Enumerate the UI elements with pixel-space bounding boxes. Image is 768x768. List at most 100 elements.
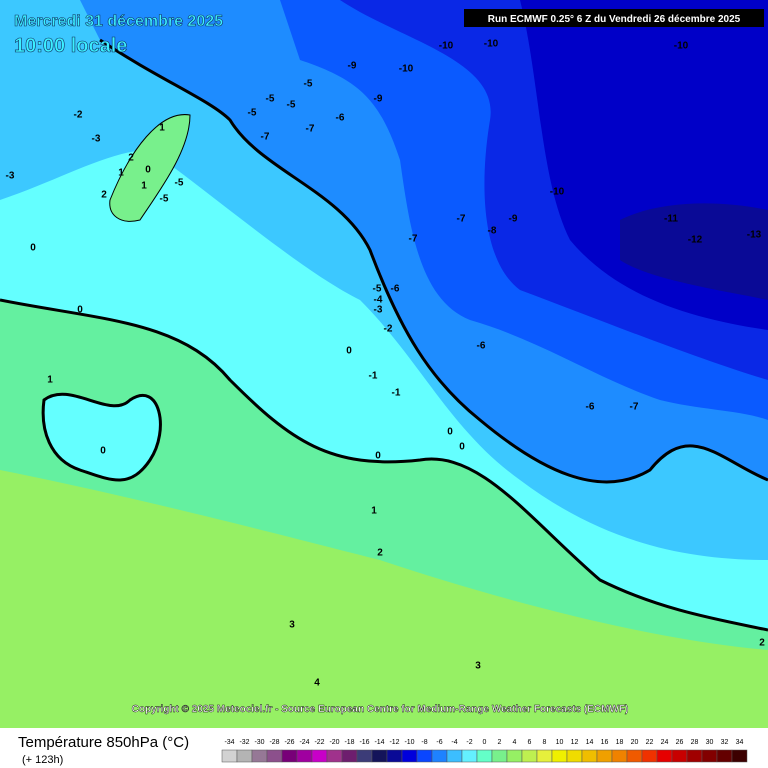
contour-label: 0 — [30, 243, 36, 254]
scale-label: 18 — [616, 739, 624, 746]
date: Mercredi 31 décembre 2025 — [14, 13, 223, 30]
contour-label: -1 — [369, 371, 378, 382]
contour-label: -7 — [261, 132, 270, 143]
contour-label: 0 — [375, 451, 381, 462]
alps-warm-spot — [109, 114, 191, 222]
scale-label: -4 — [451, 739, 457, 746]
scale-swatch — [641, 749, 658, 763]
contour-label: -10 — [550, 187, 565, 198]
scale-label: 6 — [528, 739, 532, 746]
scale-label: -34 — [224, 739, 234, 746]
footer-lead: (+ 123h) — [22, 754, 63, 766]
scale-label: 34 — [736, 739, 744, 746]
contour-label: -5 — [160, 194, 169, 205]
contour-label: 4 — [314, 678, 320, 689]
contour-label: -7 — [630, 402, 639, 413]
contour-label: -6 — [586, 402, 595, 413]
scale-label: -12 — [389, 739, 399, 746]
contour-label: -2 — [74, 110, 83, 121]
scale-label: 2 — [498, 739, 502, 746]
scale-label: -24 — [299, 739, 309, 746]
time: 10:00 locale — [14, 35, 127, 57]
contour-label: 2 — [759, 638, 765, 649]
scale-label: -26 — [284, 739, 294, 746]
contour-label: 3 — [475, 661, 481, 672]
contour-label: -3 — [92, 134, 101, 145]
scale-swatch — [401, 749, 418, 763]
contour-label: -10 — [439, 41, 454, 52]
zero-contour — [0, 298, 768, 632]
scale-swatch — [356, 749, 373, 763]
scale-label: 16 — [601, 739, 609, 746]
contour-label: -5 — [287, 100, 296, 111]
scale-swatch — [326, 749, 343, 763]
scale-swatch — [341, 749, 358, 763]
contour-label: 0 — [346, 346, 352, 357]
minus5-contour — [99, 38, 768, 484]
contour-label: 2 — [377, 548, 383, 559]
contour-label: 2 — [128, 153, 134, 164]
scale-swatch — [371, 749, 388, 763]
scale-label: 14 — [586, 739, 594, 746]
contour-label: -10 — [399, 64, 414, 75]
scale-label: -20 — [329, 739, 339, 746]
contour-label: -6 — [477, 341, 486, 352]
contour-label: -9 — [348, 61, 357, 72]
scale-swatch — [611, 749, 628, 763]
scale-swatch — [626, 749, 643, 763]
contour-label: -13 — [747, 230, 762, 241]
scale-label: 24 — [661, 739, 669, 746]
contour-label: 0 — [100, 446, 106, 457]
scale-label: 26 — [676, 739, 684, 746]
scale-swatch — [551, 749, 568, 763]
scale-swatch — [686, 749, 703, 763]
contour-label: 1 — [159, 123, 165, 134]
scale-swatch — [656, 749, 673, 763]
scale-swatch — [446, 749, 463, 763]
scale-label: 10 — [556, 739, 564, 746]
contour-label: 1 — [118, 168, 124, 179]
scale-label: -22 — [314, 739, 324, 746]
scale-label: -6 — [436, 739, 442, 746]
contour-label: 2 — [101, 190, 107, 201]
contour-label: -5 — [266, 94, 275, 105]
contour-label: 0 — [459, 442, 465, 453]
contour-label: -9 — [374, 94, 383, 105]
contour-label: 0 — [447, 427, 453, 438]
cold-pool — [41, 392, 162, 482]
scale-label: -10 — [404, 739, 414, 746]
scale-label: 28 — [691, 739, 699, 746]
scale-swatch — [296, 749, 313, 763]
contour-label: -5 — [175, 178, 184, 189]
run-box — [464, 9, 764, 27]
contour-label: -6 — [391, 284, 400, 295]
contour-label: 1 — [47, 375, 53, 386]
color-scale: -34 -32 -30 -28 -26 -24 -22 -20 -18 -16 -14 -12 -10-… — [221, 739, 748, 763]
contour-label: -3 — [374, 305, 383, 316]
contour-label: -3 — [6, 171, 15, 182]
contour-label: -9 — [509, 214, 518, 225]
scale-swatch — [221, 749, 238, 763]
scale-swatch — [251, 749, 268, 763]
contour-label: 3 — [289, 620, 295, 631]
scale-swatch — [506, 749, 523, 763]
scale-label: -30 — [254, 739, 264, 746]
credit: Copyright © 2025 Meteociel.fr - Source E… — [132, 704, 629, 715]
contour-label: -5 — [304, 79, 313, 90]
run-info: Run ECMWF 0.25° 6 Z du Vendredi 26 décem… — [488, 14, 741, 25]
scale-swatch — [536, 749, 553, 763]
band-m14-m12 — [620, 203, 768, 300]
contour-label: -12 — [688, 235, 703, 246]
scale-label: 8 — [543, 739, 547, 746]
scale-label: 22 — [646, 739, 654, 746]
scale-label: -8 — [421, 739, 427, 746]
contour-label: -5 — [373, 284, 382, 295]
scale-swatch — [581, 749, 598, 763]
scale-label: 0 — [483, 739, 487, 746]
scale-label: -18 — [344, 739, 354, 746]
scale-label: -16 — [359, 739, 369, 746]
scale-swatch — [566, 749, 583, 763]
contour-label: -7 — [306, 124, 315, 135]
scale-swatch — [491, 749, 508, 763]
contour-label: -7 — [457, 214, 466, 225]
